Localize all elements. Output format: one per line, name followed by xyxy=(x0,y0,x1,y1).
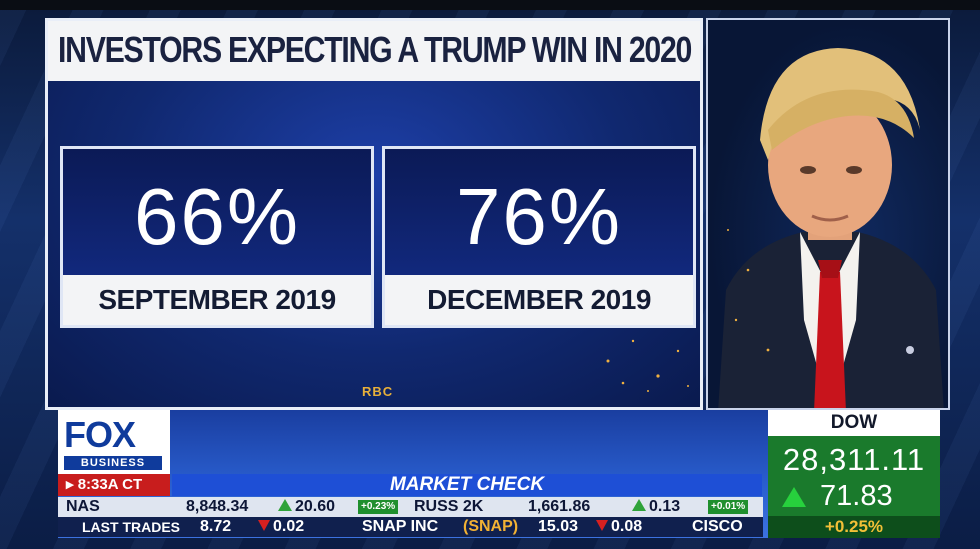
segment-title: MARKET CHECK xyxy=(389,474,545,495)
down-arrow-icon xyxy=(596,520,608,531)
ticker-nas-change: 20.60 xyxy=(278,497,335,517)
sparkle-decoration xyxy=(606,339,689,392)
dow-change: 71.83 xyxy=(782,480,932,513)
poll-graphic: INVESTORS EXPECTING A TRUMP WIN IN 2020 … xyxy=(45,18,703,410)
ticker-row-trades: LAST TRADES 8.72 0.02 SNAP INC (SNAP) 15… xyxy=(58,517,763,537)
dow-header: DOW xyxy=(768,410,940,436)
stat-box-december: 76% DECEMBER 2019 xyxy=(382,146,696,328)
person-image xyxy=(718,48,944,408)
stat-label: SEPTEMBER 2019 xyxy=(98,284,336,315)
ticker-russ-value: 1,661.86 xyxy=(528,498,591,515)
screen-bezel xyxy=(0,0,980,10)
ticker-trade2-name: SNAP INC xyxy=(362,518,439,535)
segment-title-bar: MARKET CHECK xyxy=(172,474,762,496)
ticker-nas-label: NAS xyxy=(66,498,100,515)
ticker-last-trades-label: LAST TRADES xyxy=(82,519,180,535)
ticker-trade2-price: 15.03 xyxy=(538,518,579,535)
stat-value: 76% xyxy=(455,172,623,261)
up-arrow-icon xyxy=(278,499,292,511)
source-credit: RBC xyxy=(362,384,394,399)
headline-bar: INVESTORS EXPECTING A TRUMP WIN IN 2020 xyxy=(48,21,700,81)
ticker-trade1-price: 8.72 xyxy=(200,518,232,535)
down-arrow-icon xyxy=(258,520,270,531)
dow-change-text: 71.83 xyxy=(820,480,893,512)
ticker-russ-change: 0.13 xyxy=(632,497,680,517)
up-arrow-icon xyxy=(782,487,806,508)
stat-value: 66% xyxy=(133,172,301,261)
stat-box-september: 66% SEPTEMBER 2019 xyxy=(60,146,374,328)
dow-panel: DOW 28,311.11 71.83 +0.25% xyxy=(768,410,940,538)
trade1-change-text: 0.02 xyxy=(273,518,305,535)
dow-percent: +0.25% xyxy=(768,516,940,538)
ticker-trade2-change: 0.08 xyxy=(596,517,642,537)
ticker-russ-label: RUSS 2K xyxy=(414,498,484,515)
trade2-change-text: 0.08 xyxy=(611,518,643,535)
ticker-nas-pct: +0.23% xyxy=(358,500,399,514)
logo-main-text: FOX xyxy=(64,414,136,455)
ticker-trade1-change: 0.02 xyxy=(258,517,304,537)
ticker-trade2-symbol: (SNAP) xyxy=(463,518,519,535)
up-arrow-icon xyxy=(632,499,646,511)
nas-change-text: 20.60 xyxy=(295,498,336,515)
logo-sub-text: BUSINESS xyxy=(64,456,162,470)
dow-label: DOW xyxy=(830,412,878,433)
russ-change-text: 0.13 xyxy=(649,498,681,515)
network-logo: FOX BUSINESS xyxy=(58,410,170,474)
time-display: ▸ 8:33A CT xyxy=(58,474,170,496)
headline-text: INVESTORS EXPECTING A TRUMP WIN IN 2020 xyxy=(58,29,692,70)
stat-label-bar: SEPTEMBER 2019 xyxy=(63,275,371,325)
ticker-trade3-name: CISCO xyxy=(692,518,743,535)
dow-value: 28,311.11 xyxy=(782,442,926,477)
ticker-row-indices: NAS 8,848.34 20.60 +0.23% RUSS 2K 1,661.… xyxy=(58,497,763,517)
ticker-russ-pct: +0.01% xyxy=(708,500,749,514)
stat-label: DECEMBER 2019 xyxy=(427,284,651,315)
stat-label-bar: DECEMBER 2019 xyxy=(385,275,693,325)
speaker-portrait xyxy=(706,18,950,410)
ticker-nas-value: 8,848.34 xyxy=(186,498,249,515)
